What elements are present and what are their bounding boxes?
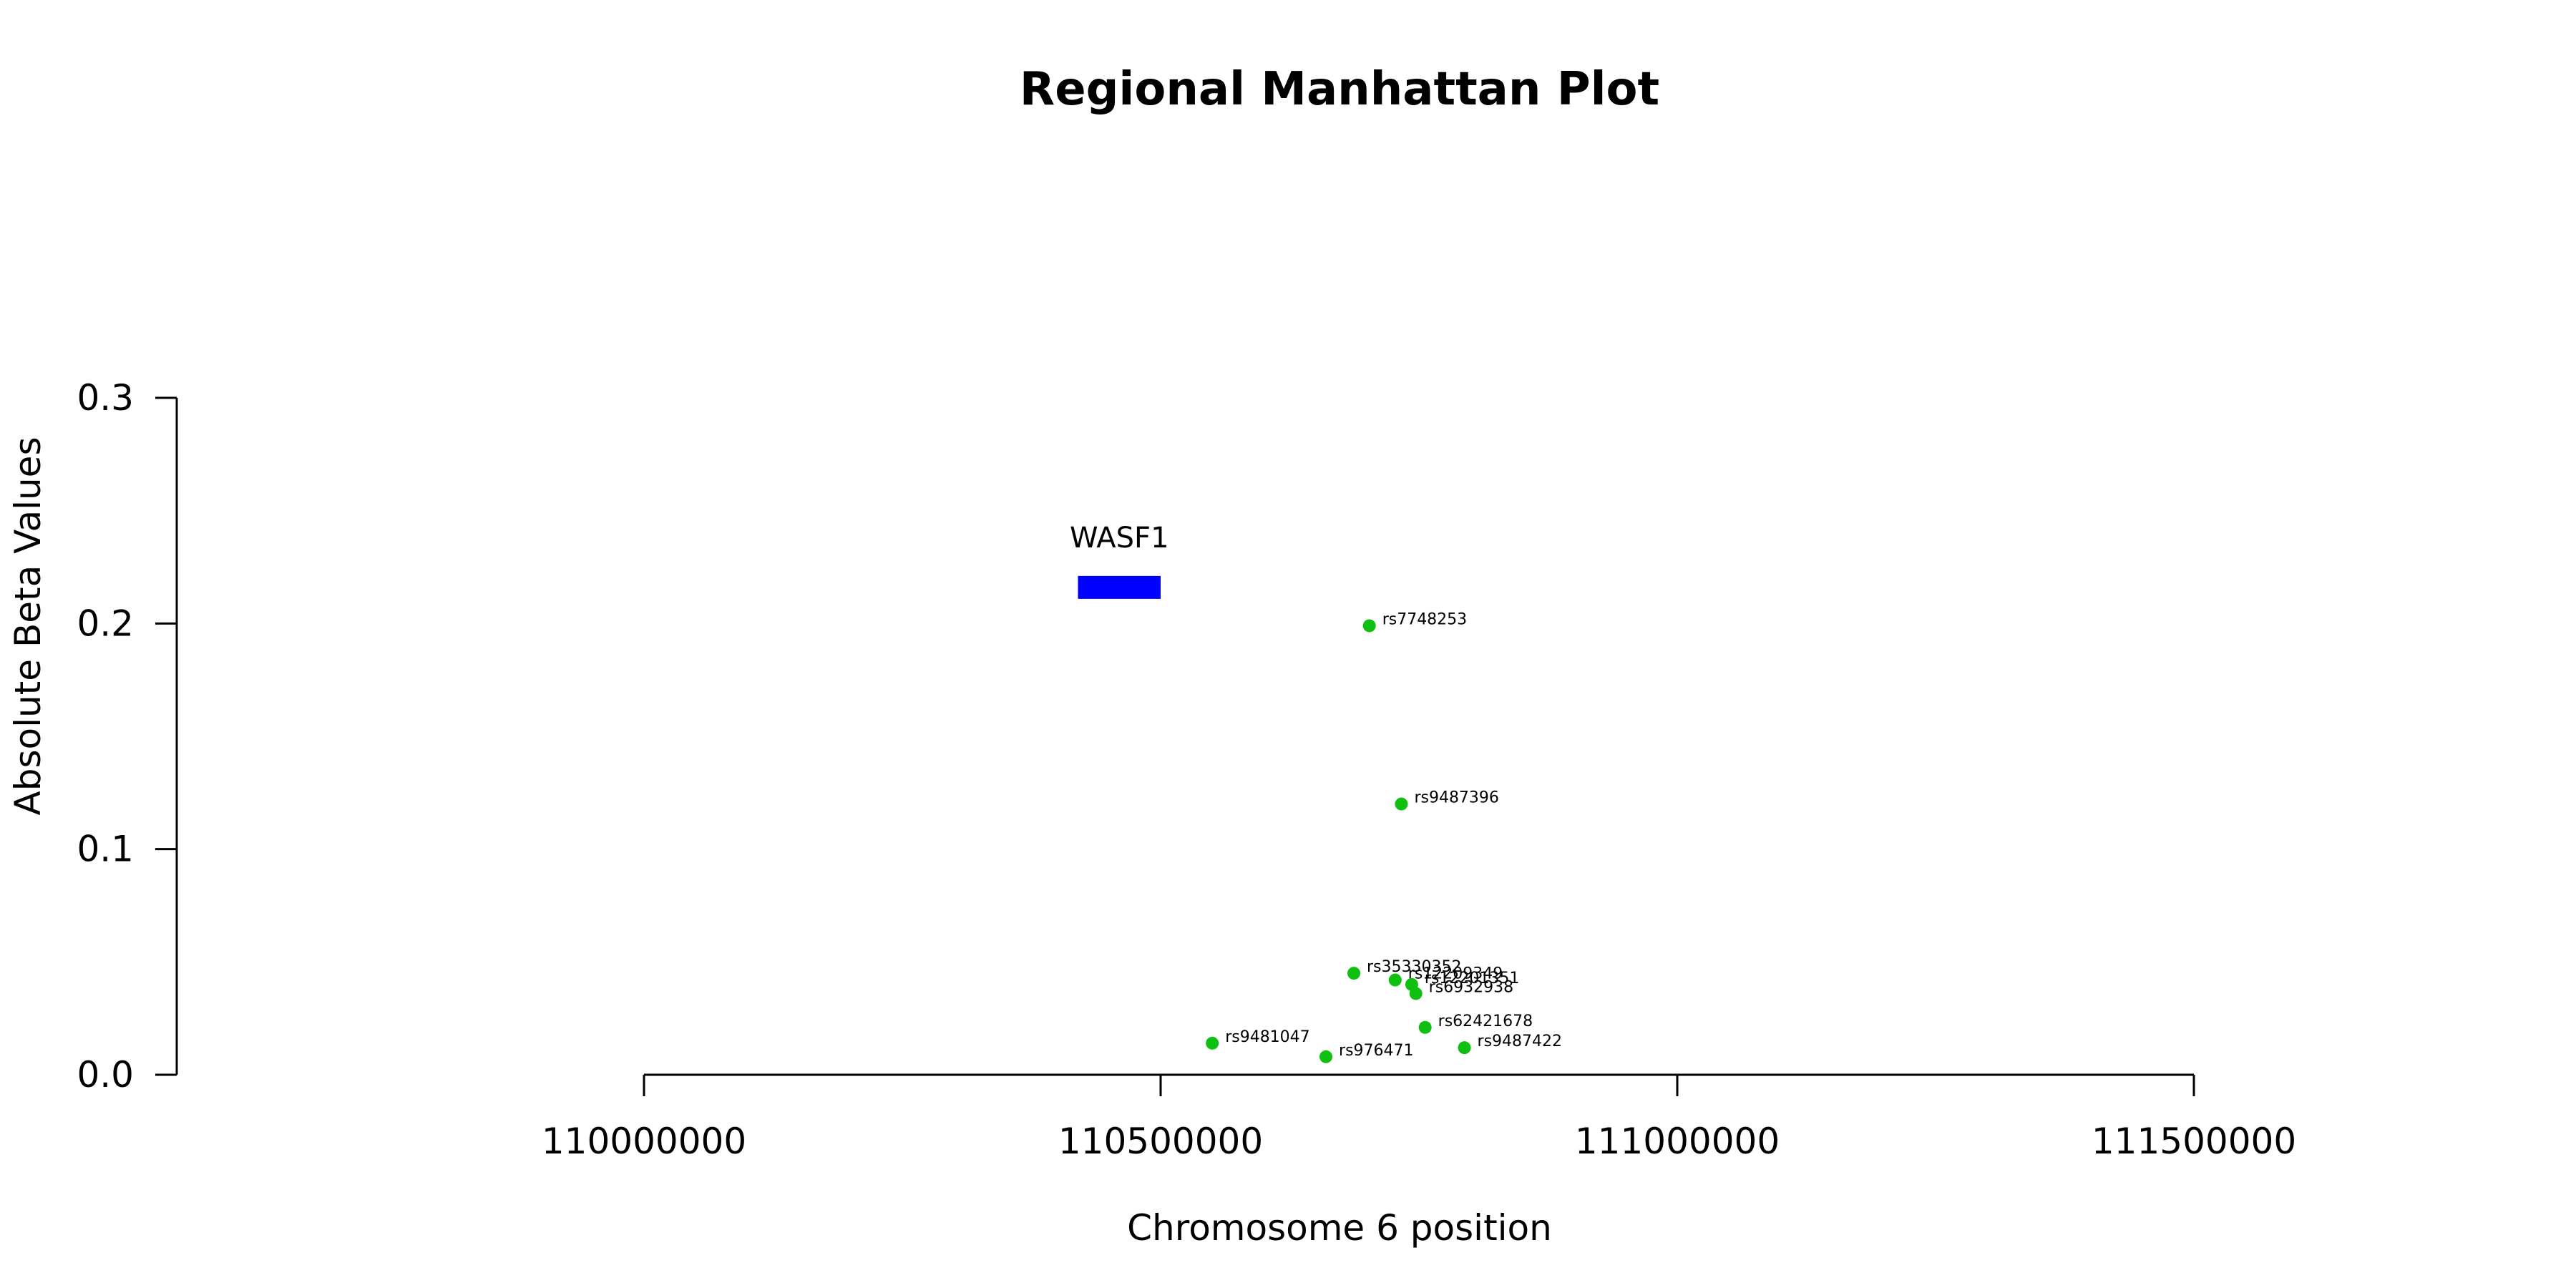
snp-point (1409, 987, 1423, 1000)
x-axis-label: Chromosome 6 position (1127, 1207, 1552, 1249)
y-tick-label: 0.2 (77, 602, 134, 644)
snp-label: rs6932938 (1429, 978, 1514, 996)
snp-point (1362, 619, 1376, 633)
x-tick-label: 110500000 (1058, 1121, 1263, 1162)
snp-label: rs9487422 (1478, 1033, 1563, 1050)
snp-point (1388, 973, 1402, 987)
axes: 0.0 0.1 0.2 0.3 110000000 110500000 111000000 1… (77, 377, 2296, 1162)
snp-label: rs12209349 (1408, 965, 1503, 983)
snp-point (1395, 797, 1408, 811)
snp-label: rs35330352 (1367, 958, 1461, 976)
snp-label: rs12201351 (1425, 970, 1519, 987)
snp-label: rs9487396 (1414, 789, 1499, 807)
x-tick-label: 111500000 (2092, 1121, 2296, 1162)
snp-point (1319, 1050, 1333, 1063)
x-tick-label: 110000000 (542, 1121, 746, 1162)
snp-label: rs7748253 (1382, 610, 1468, 628)
snp-point (1418, 1020, 1432, 1034)
chart-title: Regional Manhattan Plot (1020, 63, 1659, 116)
x-tick-label: 111000000 (1575, 1121, 1780, 1162)
data-points: rs7748253rs9487396rs35330352rs12209349rs… (1206, 610, 1562, 1063)
y-tick-label: 0.1 (77, 829, 134, 870)
snp-point (1347, 967, 1361, 980)
snp-label: rs976471 (1339, 1042, 1414, 1060)
gene-track: WASF1 (1070, 522, 1169, 599)
snp-label: rs9481047 (1225, 1028, 1310, 1046)
snp-point (1206, 1036, 1219, 1050)
y-tick-label: 0.0 (77, 1054, 134, 1096)
gene-label: WASF1 (1070, 522, 1169, 555)
y-axis-label: Absolute Beta Values (7, 437, 49, 816)
snp-label: rs62421678 (1438, 1013, 1533, 1030)
snp-point (1458, 1041, 1471, 1055)
y-tick-label: 0.3 (77, 377, 134, 419)
gene-bar (1078, 575, 1161, 599)
